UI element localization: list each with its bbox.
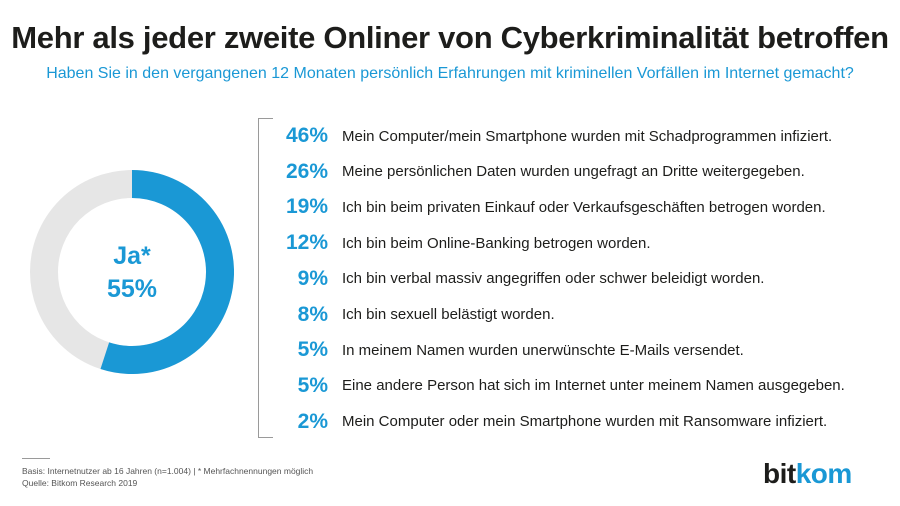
- list-item: 12% Ich bin beim Online-Banking betrogen …: [280, 229, 651, 257]
- donut-center-label: Ja*: [113, 242, 151, 270]
- footer-basis: Basis: Internetnutzer ab 16 Jahren (n=1.…: [22, 466, 314, 476]
- list-bracket: [258, 118, 273, 438]
- donut-center-value: 55%: [106, 275, 158, 303]
- list-item: 8% Ich bin sexuell belästigt worden.: [280, 301, 555, 329]
- logo-text-bit: bit: [763, 458, 796, 489]
- list-item: 5% Eine andere Person hat sich im Interne…: [280, 372, 845, 400]
- bitkom-logo: bitkom: [763, 458, 852, 490]
- data-label: 12%: [285, 231, 328, 255]
- item-label: Ich bin beim privaten Einkauf oder Verka…: [342, 198, 826, 216]
- item-label: Mein Computer oder mein Smartphone wurde…: [342, 413, 828, 431]
- logo-text-kom: kom: [795, 458, 853, 489]
- data-label: 46%: [285, 124, 328, 147]
- item-label: Ich bin beim Online-Banking betrogen wor…: [342, 234, 651, 252]
- item-label: Ich bin verbal massiv angegriffen oder s…: [342, 270, 765, 288]
- data-label: 5%: [297, 373, 328, 397]
- item-label: Ich bin sexuell belästigt worden.: [342, 306, 555, 323]
- item-label: Eine andere Person hat sich im Internet …: [342, 377, 845, 395]
- footer-source: Quelle: Bitkom Research 2019: [22, 478, 138, 488]
- item-label: In meinem Namen wurden unerwünschte E-Ma…: [342, 341, 744, 359]
- data-label: 9%: [297, 266, 328, 290]
- list-item: 26% Meine persönlichen Daten wurden ungef…: [280, 158, 805, 186]
- item-label: Meine persönlichen Daten wurden ungefrag…: [342, 163, 805, 181]
- data-label: 19%: [285, 195, 328, 219]
- chart-subtitle: Haben Sie in den vergangenen 12 Monaten …: [46, 65, 854, 82]
- donut-chart: [30, 170, 234, 374]
- data-label: 8%: [297, 302, 328, 326]
- donut-slice-ja: [100, 170, 234, 374]
- data-label: 26%: [285, 159, 328, 183]
- list-item: 46% Mein Computer/mein Smartphone wurden …: [280, 122, 832, 150]
- footer-rule: [22, 458, 50, 459]
- data-label: 2%: [297, 409, 328, 433]
- list-item: 9% Ich bin verbal massiv angegriffen oder…: [280, 265, 765, 293]
- chart-title: Mehr als jeder zweite Onliner von Cyberk…: [11, 20, 889, 55]
- list-item: 5% In meinem Namen wurden unerwünschte E-…: [280, 336, 744, 364]
- item-label: Mein Computer/mein Smartphone wurden mit…: [342, 127, 833, 145]
- data-label: 5%: [297, 338, 328, 362]
- list-item: 19% Ich bin beim privaten Einkauf oder Ve…: [280, 193, 826, 221]
- list-item: 2% Mein Computer oder mein Smartphone wur…: [280, 408, 828, 436]
